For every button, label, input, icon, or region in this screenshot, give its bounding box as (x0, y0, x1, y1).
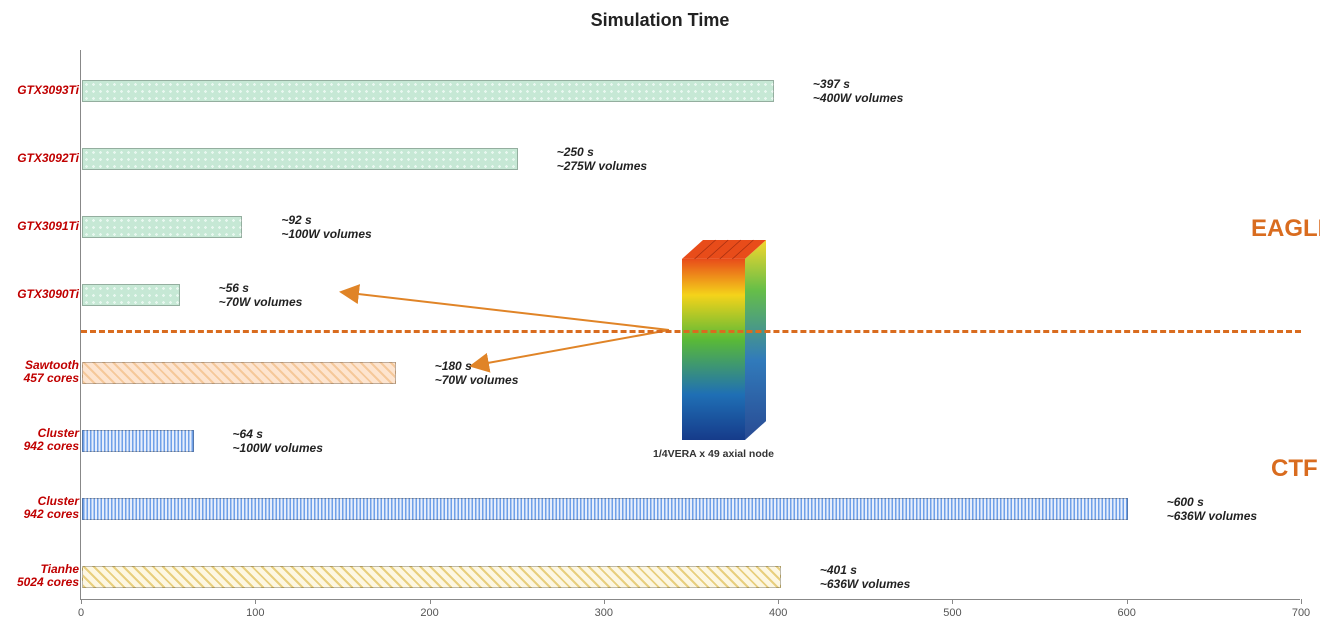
bar-label-cluster942a: ~64 s~100W volumes (233, 427, 323, 456)
ylabel-gtx3093ti: GTX3093Ti (1, 84, 79, 97)
xaxis-tick-mark (430, 599, 431, 604)
ylabel-sawtooth: Sawtooth457 cores (1, 359, 79, 385)
xaxis-tick-mark (604, 599, 605, 604)
bar-gtx3093ti (82, 80, 774, 102)
xaxis-tick-label: 200 (420, 607, 438, 619)
xaxis-tick-label: 600 (1118, 607, 1136, 619)
ylabel-tianhe: Tianhe5024 cores (1, 563, 79, 589)
section-label-ctf: CTF (1271, 455, 1318, 483)
bar-cluster942b (82, 498, 1128, 520)
xaxis-tick-label: 300 (595, 607, 613, 619)
arrow-0 (341, 292, 669, 330)
rod-front (682, 259, 745, 440)
chart-title: Simulation Time (591, 10, 730, 31)
bar-gtx3090ti (82, 284, 180, 306)
xaxis-tick-mark (1127, 599, 1128, 604)
bar-label-gtx3091ti: ~92 s~100W volumes (281, 213, 371, 242)
bar-label-gtx3092ti: ~250 s~275W volumes (557, 145, 647, 174)
xaxis-tick-mark (255, 599, 256, 604)
section-divider (81, 330, 1301, 333)
center-graphic-caption: 1/4VERA x 49 axial node (653, 448, 774, 460)
plot-area: 0100200300400500600700GTX3093Ti~397 s~40… (80, 50, 1300, 600)
xaxis-tick-label: 500 (943, 607, 961, 619)
ylabel-gtx3090ti: GTX3090Ti (1, 288, 79, 301)
bar-label-tianhe: ~401 s~636W volumes (820, 563, 910, 592)
xaxis-tick-mark (952, 599, 953, 604)
simulation-time-chart: Simulation Time 0100200300400500600700GT… (0, 0, 1320, 639)
bar-gtx3091ti (82, 216, 242, 238)
bar-gtx3092ti (82, 148, 518, 170)
xaxis-tick-label: 0 (78, 607, 84, 619)
xaxis-tick-mark (1301, 599, 1302, 604)
ylabel-gtx3091ti: GTX3091Ti (1, 220, 79, 233)
bar-label-gtx3093ti: ~397 s~400W volumes (813, 77, 903, 106)
bar-cluster942a (82, 430, 194, 452)
ylabel-cluster942a: Cluster942 cores (1, 427, 79, 453)
bar-label-sawtooth: ~180 s~70W volumes (435, 359, 519, 388)
bar-label-cluster942b: ~600 s~636W volumes (1167, 495, 1257, 524)
xaxis-tick-mark (778, 599, 779, 604)
bar-sawtooth (82, 362, 396, 384)
ylabel-gtx3092ti: GTX3092Ti (1, 152, 79, 165)
xaxis-tick-label: 700 (1292, 607, 1310, 619)
rod-side (745, 240, 766, 440)
xaxis-tick-label: 400 (769, 607, 787, 619)
rod-top (682, 240, 766, 259)
xaxis-tick-mark (81, 599, 82, 604)
ylabel-cluster942b: Cluster942 cores (1, 495, 79, 521)
bar-tianhe (82, 566, 781, 588)
xaxis-tick-label: 100 (246, 607, 264, 619)
section-label-eagle: EAGLE (1251, 215, 1320, 243)
bar-label-gtx3090ti: ~56 s~70W volumes (219, 281, 303, 310)
